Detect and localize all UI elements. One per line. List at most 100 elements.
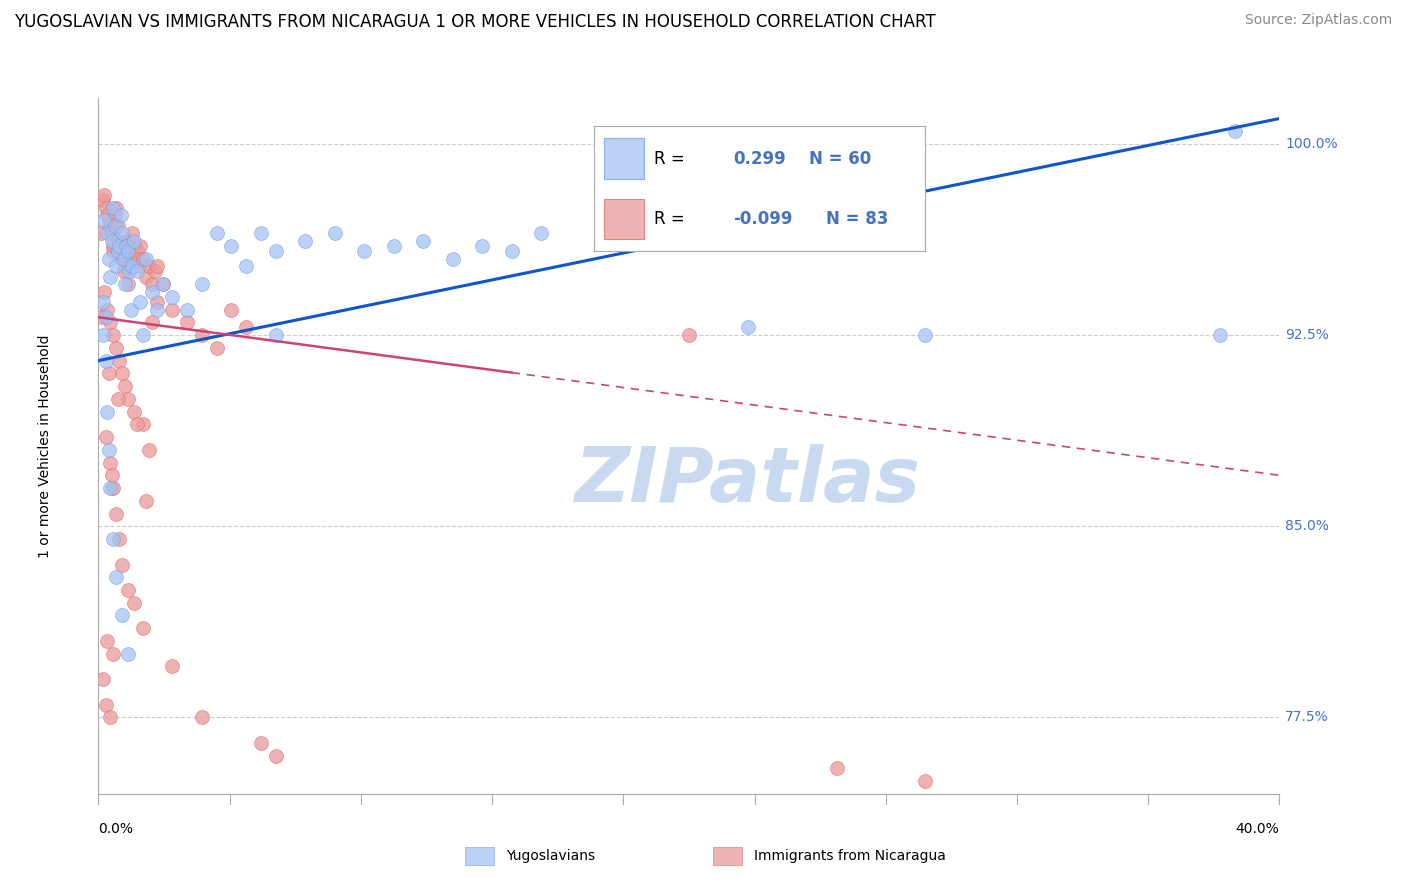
Point xyxy=(107,392,129,406)
Point xyxy=(94,353,117,368)
Point xyxy=(110,244,132,258)
Text: 92.5%: 92.5% xyxy=(1285,328,1329,343)
Point xyxy=(141,315,163,329)
Point xyxy=(97,219,120,233)
Point xyxy=(124,239,146,253)
Point xyxy=(104,219,127,233)
Point xyxy=(125,244,148,258)
Point xyxy=(121,260,143,274)
Point xyxy=(111,558,134,572)
Point xyxy=(146,302,169,317)
Text: Immigrants from Nicaragua: Immigrants from Nicaragua xyxy=(754,849,946,863)
Point xyxy=(94,310,117,325)
Point xyxy=(96,404,118,418)
Point xyxy=(115,239,138,253)
Point xyxy=(235,320,257,334)
Text: YUGOSLAVIAN VS IMMIGRANTS FROM NICARAGUA 1 OR MORE VEHICLES IN HOUSEHOLD CORRELA: YUGOSLAVIAN VS IMMIGRANTS FROM NICARAGUA… xyxy=(14,13,935,31)
Point xyxy=(219,302,243,317)
Point xyxy=(117,244,139,258)
Point xyxy=(825,761,848,775)
Point xyxy=(441,252,464,266)
Text: Yugoslavians: Yugoslavians xyxy=(506,849,595,863)
Point xyxy=(94,201,117,215)
Point xyxy=(135,493,157,508)
Point xyxy=(105,341,128,355)
Point xyxy=(120,302,142,317)
Point xyxy=(264,748,287,763)
Point xyxy=(138,442,160,457)
Point xyxy=(98,710,121,724)
Point xyxy=(205,341,228,355)
Point xyxy=(108,234,131,248)
Text: 100.0%: 100.0% xyxy=(1285,137,1339,151)
Point xyxy=(353,244,375,258)
Point xyxy=(103,239,125,253)
Point xyxy=(294,234,316,248)
Point xyxy=(132,252,155,266)
Point xyxy=(103,201,125,215)
Point xyxy=(250,736,273,750)
Point xyxy=(112,252,135,266)
Point xyxy=(100,234,122,248)
Point xyxy=(111,252,134,266)
Text: Source: ZipAtlas.com: Source: ZipAtlas.com xyxy=(1244,13,1392,28)
Text: ZIPatlas: ZIPatlas xyxy=(575,444,921,517)
Point xyxy=(117,392,139,406)
Point xyxy=(103,481,125,495)
Point xyxy=(103,532,125,546)
Point xyxy=(104,208,127,222)
Point xyxy=(111,608,134,623)
Point xyxy=(103,328,125,343)
Point xyxy=(235,260,257,274)
Point xyxy=(121,226,143,240)
Point xyxy=(97,252,120,266)
Point xyxy=(96,226,118,240)
Point xyxy=(162,659,183,673)
Point xyxy=(112,264,135,278)
Point xyxy=(135,269,157,284)
Point xyxy=(501,244,523,258)
Point xyxy=(122,234,145,248)
Point xyxy=(107,244,129,258)
Point xyxy=(111,367,134,381)
Point xyxy=(382,239,405,253)
Point xyxy=(117,277,139,292)
Point xyxy=(97,367,120,381)
Point xyxy=(141,277,163,292)
Point xyxy=(128,239,150,253)
Point xyxy=(118,264,141,278)
Text: 77.5%: 77.5% xyxy=(1285,710,1329,724)
Point xyxy=(132,621,155,635)
FancyBboxPatch shape xyxy=(464,847,494,865)
Point xyxy=(128,295,150,310)
Point xyxy=(118,244,141,258)
Point xyxy=(114,239,136,253)
Point xyxy=(107,219,129,233)
Point xyxy=(117,234,139,248)
Point xyxy=(176,302,198,317)
Point xyxy=(162,290,183,304)
Point xyxy=(132,328,155,343)
Text: 0.0%: 0.0% xyxy=(98,822,134,836)
Text: 85.0%: 85.0% xyxy=(1285,519,1329,533)
Point xyxy=(103,244,125,258)
Point xyxy=(412,234,434,248)
Text: 1 or more Vehicles in Household: 1 or more Vehicles in Household xyxy=(38,334,52,558)
Point xyxy=(191,710,214,724)
Point xyxy=(94,698,117,712)
Point xyxy=(125,264,148,278)
Point xyxy=(135,252,157,266)
Point xyxy=(141,285,163,299)
Point xyxy=(250,226,273,240)
Point xyxy=(98,315,121,329)
Point xyxy=(90,310,112,325)
Point xyxy=(117,647,139,661)
Point xyxy=(1223,124,1246,138)
Point xyxy=(132,417,155,432)
Point xyxy=(1209,328,1232,343)
Point xyxy=(120,260,142,274)
Point xyxy=(122,596,145,610)
Point xyxy=(98,269,121,284)
Point xyxy=(105,570,128,584)
Point xyxy=(91,672,114,686)
